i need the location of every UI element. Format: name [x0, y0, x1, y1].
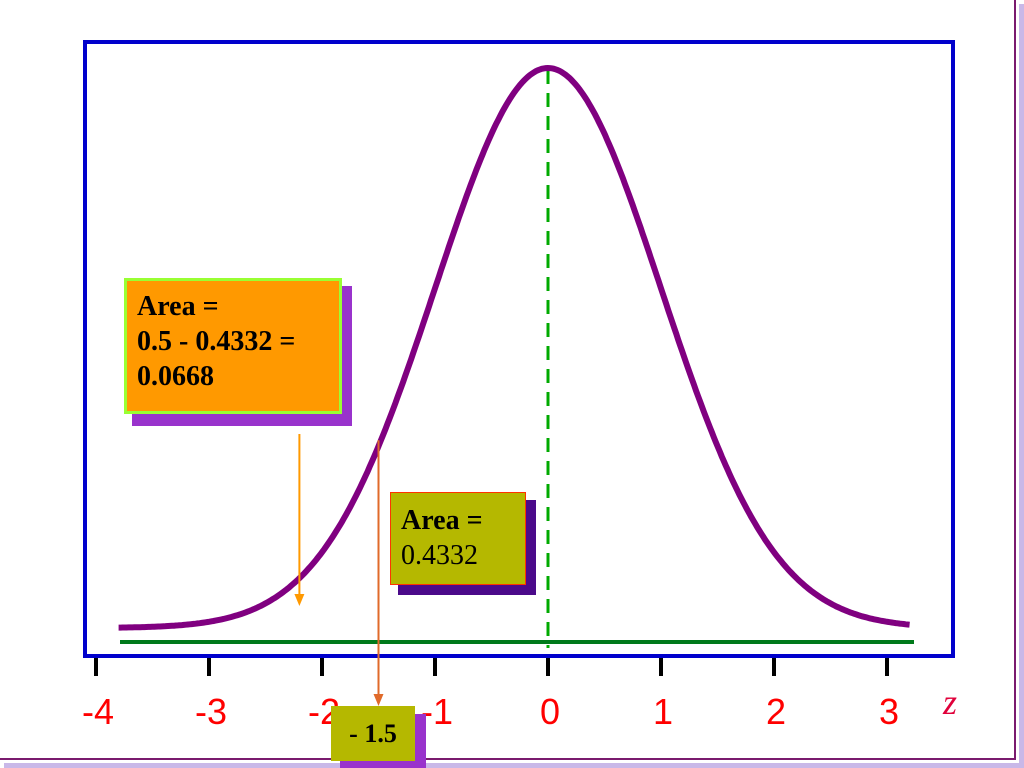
x-axis-variable-label: z	[942, 682, 957, 722]
slide-frame-shadow	[4, 763, 1024, 768]
z-value-callout: - 1.5	[331, 706, 415, 761]
tail-area-arrow-head	[294, 594, 305, 606]
center-area-callout-line-1: Area =	[401, 505, 483, 536]
x-tick-label: -4	[82, 691, 114, 732]
plot-border	[83, 40, 955, 658]
x-tick-label: 0	[540, 691, 560, 732]
center-area-callout-line-2: 0.4332	[401, 540, 478, 571]
x-tick-label: -3	[195, 691, 227, 732]
x-tick-label: 2	[766, 691, 786, 732]
tail-area-callout-line-1: Area =	[137, 291, 219, 322]
center-area-callout: Area = 0.4332	[390, 492, 526, 585]
x-axis-ticks	[94, 658, 889, 676]
x-axis-tick-labels: -4 -3 -2 -1 0 1 2 3	[82, 691, 899, 732]
tail-area-callout-line-2: 0.5 - 0.4332 =	[137, 326, 296, 357]
z-value-callout-label: - 1.5	[349, 719, 397, 748]
z-marker-arrow-head	[373, 694, 384, 706]
slide-frame-shadow-right	[1019, 4, 1024, 768]
x-tick-label: 3	[879, 691, 899, 732]
x-tick-label: -1	[421, 691, 453, 732]
tail-area-callout: Area = 0.5 - 0.4332 = 0.0668	[124, 278, 342, 414]
tail-area-callout-line-3: 0.0668	[137, 361, 214, 392]
x-tick-label: 1	[653, 691, 673, 732]
normal-curve	[118, 64, 910, 631]
